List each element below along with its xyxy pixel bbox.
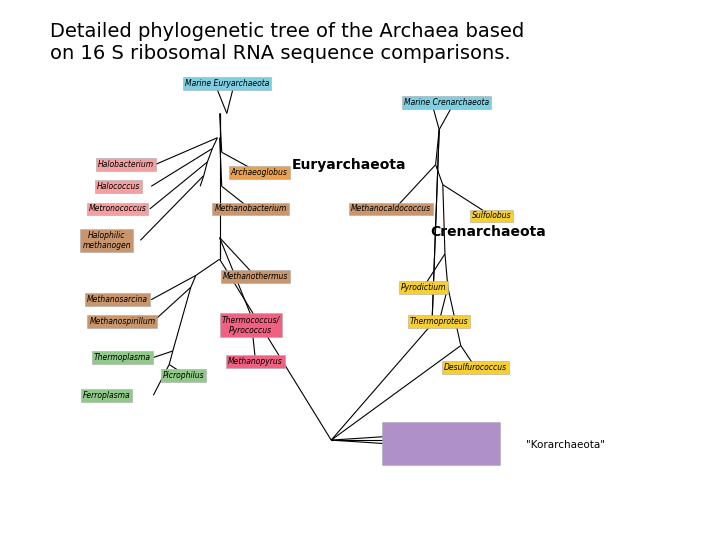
Text: Thermoplasma: Thermoplasma xyxy=(94,353,151,362)
Text: Methanobacterium: Methanobacterium xyxy=(215,205,287,213)
Text: Marine Euryarchaeota: Marine Euryarchaeota xyxy=(184,79,269,88)
Text: Methanospirillum: Methanospirillum xyxy=(89,317,156,326)
Text: Sulfolobus: Sulfolobus xyxy=(472,212,512,220)
Text: Methanopyrus: Methanopyrus xyxy=(228,357,283,366)
Text: Halococcus: Halococcus xyxy=(97,182,140,191)
Text: Methanosarcina: Methanosarcina xyxy=(87,295,148,304)
Text: Thermoproteus: Thermoproteus xyxy=(410,317,469,326)
Text: Archaeoglobus: Archaeoglobus xyxy=(231,168,287,177)
Text: Euryarchaeota: Euryarchaeota xyxy=(292,158,406,172)
Text: Metronococcus: Metronococcus xyxy=(89,205,146,213)
Text: Detailed phylogenetic tree of the Archaea based
on 16 S ribosomal RNA sequence c: Detailed phylogenetic tree of the Archae… xyxy=(50,22,525,63)
Text: Methanocaldococcus: Methanocaldococcus xyxy=(351,205,431,213)
Text: Halobacterium: Halobacterium xyxy=(98,160,154,169)
Text: Ferroplasma: Ferroplasma xyxy=(83,391,130,400)
Text: "Korarchaeota": "Korarchaeota" xyxy=(526,441,605,450)
Text: Marine Crenarchaeota: Marine Crenarchaeota xyxy=(404,98,489,107)
FancyBboxPatch shape xyxy=(382,422,500,465)
Text: Pyrodictium: Pyrodictium xyxy=(400,283,446,292)
Text: Halophilic
methanogen: Halophilic methanogen xyxy=(82,231,131,250)
Text: Crenarchaeota: Crenarchaeota xyxy=(431,225,546,239)
Text: Picrophilus: Picrophilus xyxy=(163,371,204,380)
Text: Methanothermus: Methanothermus xyxy=(223,272,288,281)
Text: Thermococcus/
Pyrococcus: Thermococcus/ Pyrococcus xyxy=(222,315,279,335)
Text: Desulfurococcus: Desulfurococcus xyxy=(444,363,507,372)
